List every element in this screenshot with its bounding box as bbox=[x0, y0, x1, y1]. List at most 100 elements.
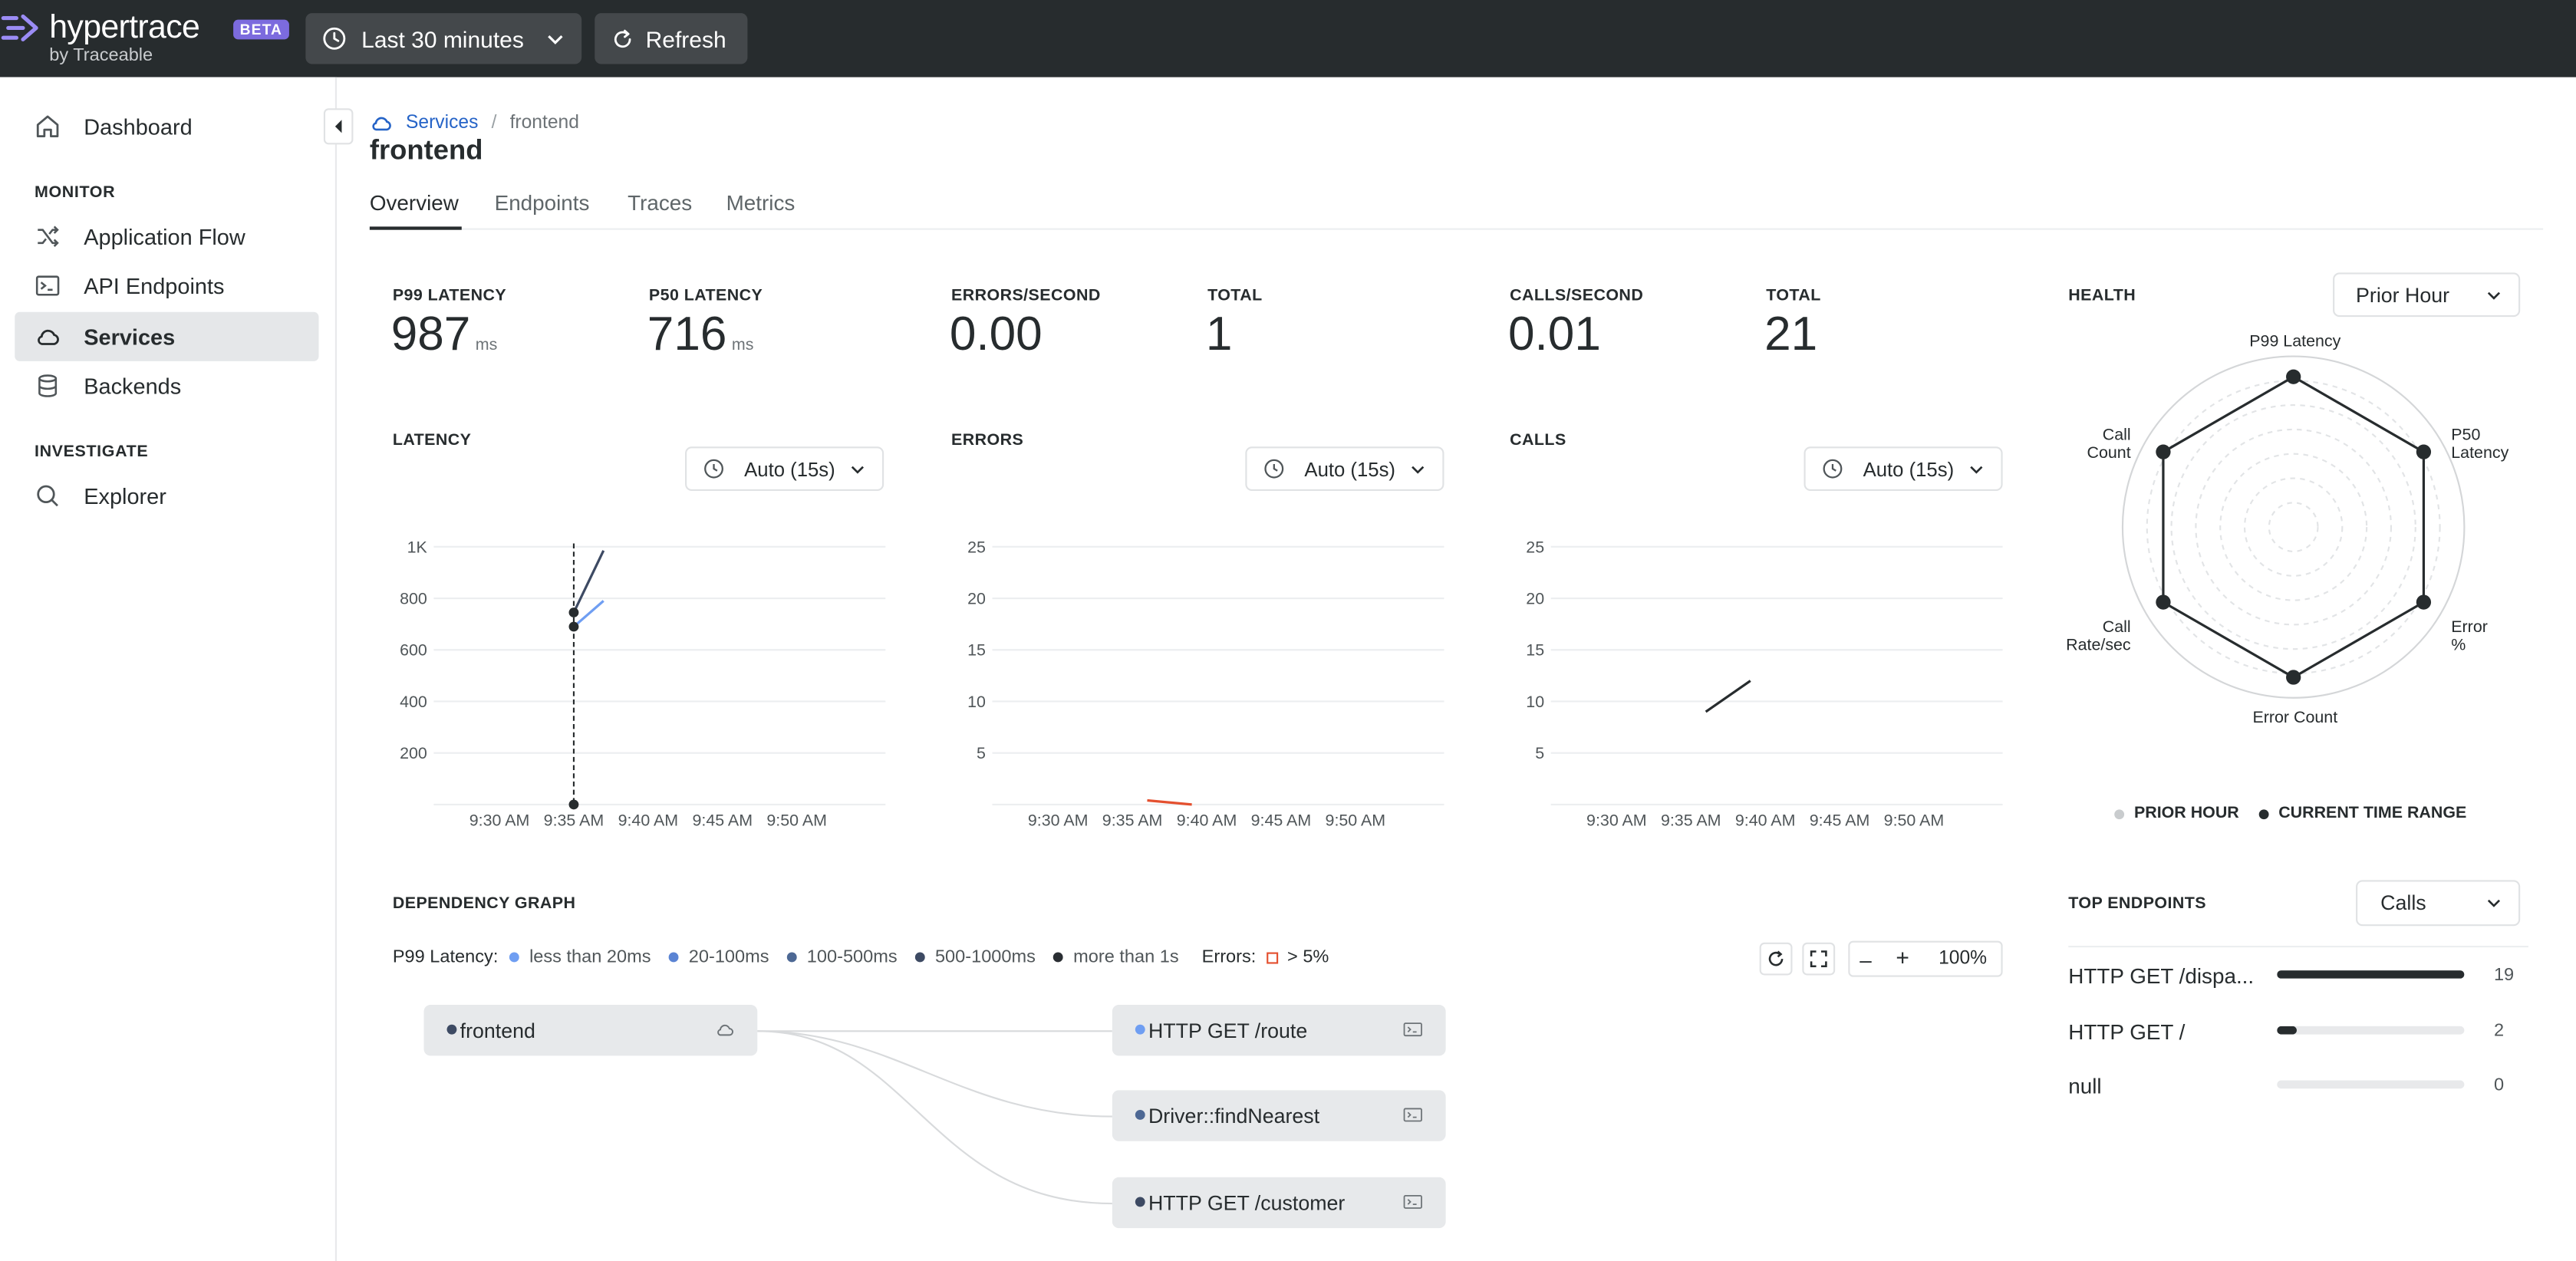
search-icon bbox=[37, 485, 58, 507]
endpoint-name: HTTP GET /dispa... bbox=[2068, 963, 2255, 988]
chevron-down-icon bbox=[1970, 466, 1983, 474]
main-content: Services / frontend frontend Overview En… bbox=[337, 77, 2576, 1261]
legend-prefix: P99 Latency: bbox=[392, 947, 499, 967]
refresh-icon bbox=[614, 28, 631, 48]
chevron-down-icon bbox=[2487, 291, 2501, 300]
legend-dot bbox=[787, 952, 797, 963]
breadcrumb-services-link[interactable]: Services bbox=[405, 113, 479, 133]
zoom-level: 100% bbox=[1939, 949, 1988, 969]
endpoint-bar-fill bbox=[2277, 1026, 2297, 1035]
legend-item: 20-100ms bbox=[688, 947, 769, 967]
sidebar-item-label: Application Flow bbox=[84, 224, 245, 249]
p99-latency-number: 987 bbox=[390, 308, 471, 361]
logo-text: hypertrace bbox=[49, 9, 200, 46]
y-tick-label: 1K bbox=[407, 538, 428, 556]
x-tick-label: 9:35 AM bbox=[1661, 812, 1721, 830]
y-tick-label: 200 bbox=[400, 744, 427, 762]
radar-ring bbox=[2268, 502, 2319, 553]
terminal-icon bbox=[35, 275, 60, 296]
y-tick-label: 25 bbox=[1526, 538, 1544, 556]
y-tick-label: 15 bbox=[967, 641, 986, 660]
sidebar-item-backends[interactable]: Backends bbox=[15, 361, 318, 410]
sidebar-item-services[interactable]: Services bbox=[15, 311, 319, 361]
x-tick-label: 9:45 AM bbox=[692, 812, 753, 830]
sidebar-item-api-endpoints[interactable]: API Endpoints bbox=[15, 261, 318, 310]
tab-metrics[interactable]: Metrics bbox=[726, 190, 796, 216]
dependency-edges bbox=[757, 1030, 1112, 1205]
p50-latency-unit: ms bbox=[731, 336, 754, 355]
endpoint-node-http-get-customer[interactable]: HTTP GET /customer bbox=[1112, 1177, 1446, 1229]
endpoint-node-http-get-route[interactable]: HTTP GET /route bbox=[1112, 1005, 1446, 1056]
interval-label: Auto (15s) bbox=[744, 457, 835, 481]
calls-total-value: 21 bbox=[1764, 308, 1818, 361]
legend-item: 500-1000ms bbox=[934, 947, 1036, 967]
sidebar-collapse-button[interactable] bbox=[323, 108, 354, 145]
refresh-icon bbox=[1768, 950, 1784, 966]
radar-axis-label: Call Rate/sec bbox=[2066, 619, 2131, 656]
y-tick-label: 10 bbox=[1526, 693, 1544, 711]
time-range-picker[interactable]: Last 30 minutes bbox=[305, 13, 582, 64]
node-label: HTTP GET /customer bbox=[1148, 1191, 1346, 1214]
top-endpoints-metric-select[interactable]: Calls bbox=[2356, 880, 2521, 927]
logo-subtitle: by Traceable bbox=[49, 45, 153, 66]
chevron-down-icon bbox=[2487, 899, 2501, 907]
cloud-icon bbox=[372, 117, 391, 131]
sidebar-item-label: Services bbox=[84, 324, 176, 349]
p99-latency-unit: ms bbox=[475, 336, 498, 355]
y-tick-label: 25 bbox=[967, 538, 986, 556]
x-tick-label: 9:45 AM bbox=[1251, 812, 1312, 830]
endpoint-row[interactable]: HTTP GET / 2 bbox=[2068, 1015, 2528, 1048]
radar-axis-label: Error Count bbox=[2252, 709, 2338, 728]
hypertrace-logo-icon bbox=[1, 14, 38, 41]
p99-latency-value: 987 ms bbox=[391, 308, 498, 363]
legend-dot bbox=[669, 952, 679, 963]
tab-overview[interactable]: Overview bbox=[369, 190, 459, 216]
p50-latency-number: 716 bbox=[647, 308, 727, 361]
endpoint-node-driver-findnearest[interactable]: Driver::findNearest bbox=[1112, 1090, 1446, 1141]
y-tick-label: 20 bbox=[967, 590, 986, 608]
sidebar-item-label: Explorer bbox=[84, 483, 166, 509]
chevron-down-icon bbox=[851, 466, 865, 474]
x-tick-label: 9:50 AM bbox=[1326, 812, 1386, 830]
graph-reset-button[interactable] bbox=[1759, 942, 1793, 976]
health-compare-select[interactable]: Prior Hour bbox=[2333, 272, 2521, 318]
tab-traces[interactable]: Traces bbox=[628, 190, 693, 216]
x-tick-label: 9:45 AM bbox=[1810, 812, 1870, 830]
radar-point bbox=[2156, 594, 2171, 610]
active-tab-indicator bbox=[369, 226, 462, 230]
endpoint-bar bbox=[2277, 1080, 2465, 1089]
latency-dot bbox=[446, 1024, 457, 1035]
series-line bbox=[572, 600, 604, 628]
endpoint-bar bbox=[2277, 1026, 2465, 1035]
sidebar-item-application-flow[interactable]: Application Flow bbox=[15, 212, 318, 261]
dependency-legend: P99 Latency: less than 20ms 20-100ms 100… bbox=[393, 947, 1329, 967]
tab-endpoints[interactable]: Endpoints bbox=[494, 190, 590, 216]
y-tick-label: 10 bbox=[967, 693, 986, 711]
graph-fullscreen-button[interactable] bbox=[1802, 942, 1836, 976]
calls-rate-label: CALLS/SECOND bbox=[1510, 287, 1644, 306]
sidebar-item-explorer[interactable]: Explorer bbox=[15, 471, 318, 520]
sidebar-item-dashboard[interactable]: Dashboard bbox=[15, 102, 318, 151]
x-tick-label: 9:40 AM bbox=[1177, 812, 1237, 830]
x-tick-label: 9:30 AM bbox=[469, 812, 530, 830]
data-point bbox=[568, 621, 579, 632]
time-range-label: Last 30 minutes bbox=[361, 25, 524, 52]
error-box-icon bbox=[1266, 951, 1278, 963]
zoom-in-button[interactable]: + bbox=[1896, 943, 1909, 971]
latency-interval-select[interactable]: Auto (15s) bbox=[685, 446, 884, 492]
service-node-frontend[interactable]: frontend bbox=[423, 1005, 758, 1056]
y-tick-label: 5 bbox=[1535, 744, 1544, 762]
chart-canvas: 25 20 15 10 5 9:30 AM 9:35 AM 9:40 AM 9:45 AM 9:5… bbox=[1526, 538, 2003, 830]
endpoint-row[interactable]: null 0 bbox=[2068, 1069, 2528, 1102]
calls-interval-select[interactable]: Auto (15s) bbox=[1804, 446, 2003, 492]
refresh-button[interactable]: Refresh bbox=[595, 13, 748, 64]
x-tick-label: 9:30 AM bbox=[1586, 812, 1647, 830]
health-title: HEALTH bbox=[2068, 287, 2136, 306]
endpoint-count: 0 bbox=[2493, 1075, 2505, 1095]
zoom-out-button[interactable]: – bbox=[1860, 947, 1872, 973]
errors-interval-select[interactable]: Auto (15s) bbox=[1245, 446, 1444, 492]
interval-label: Auto (15s) bbox=[1863, 457, 1955, 481]
monitor-section-title: MONITOR bbox=[34, 183, 116, 202]
endpoint-row[interactable]: HTTP GET /dispa... 19 bbox=[2068, 959, 2528, 992]
clock-icon bbox=[323, 27, 346, 50]
